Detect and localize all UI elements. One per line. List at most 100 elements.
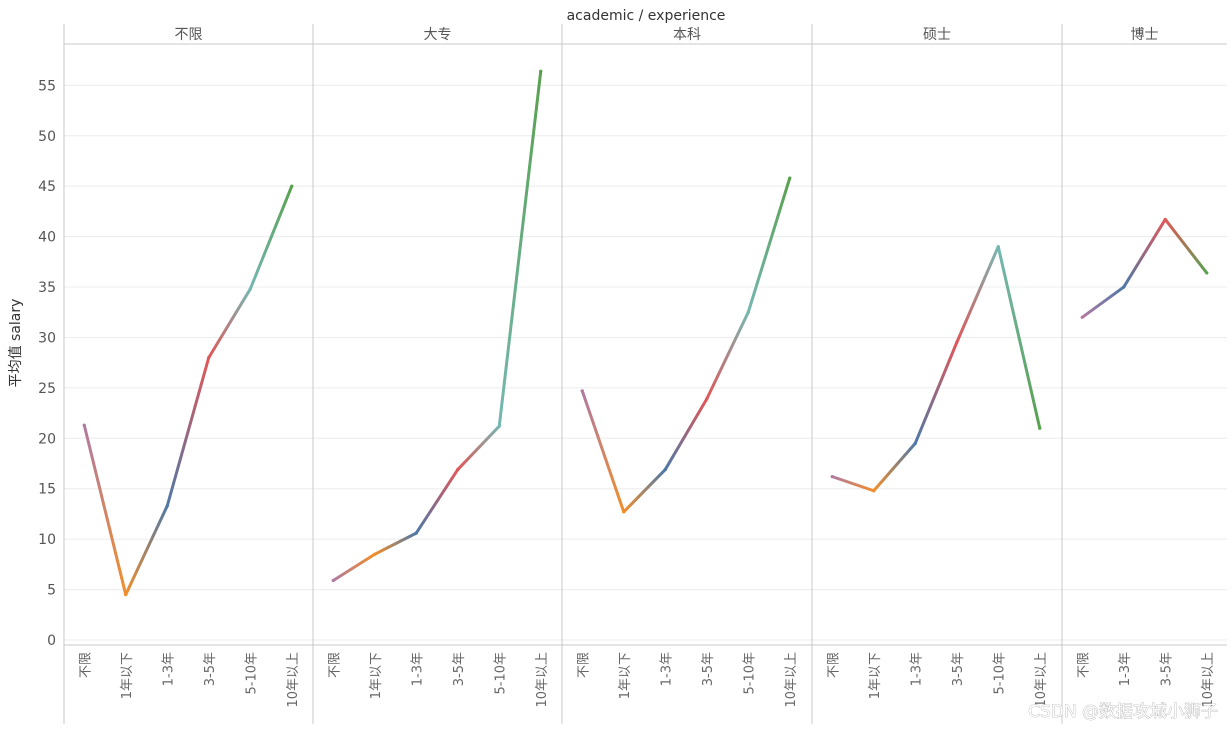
x-tick-label: 不限: [78, 652, 93, 678]
data-point[interactable]: [996, 245, 1000, 249]
y-tick-label: 45: [38, 179, 56, 195]
data-point[interactable]: [165, 504, 169, 508]
x-tick-label: 1年以下: [120, 652, 135, 699]
x-tick-label: 不限: [1076, 652, 1091, 678]
y-tick-label: 30: [38, 330, 56, 346]
data-point[interactable]: [1080, 315, 1084, 319]
x-tick-label: 10年以上: [286, 652, 301, 708]
y-tick-label: 50: [38, 129, 56, 145]
series-line-segment: [746, 176, 792, 314]
x-tick-label: 10年以上: [1034, 652, 1049, 708]
series-line-segment: [1122, 217, 1167, 289]
data-point[interactable]: [456, 467, 460, 472]
series-line-segment: [207, 287, 252, 360]
data-point[interactable]: [539, 69, 543, 73]
data-point[interactable]: [1163, 217, 1167, 222]
series-line-segment: [1080, 285, 1126, 319]
data-point[interactable]: [124, 593, 128, 597]
panel-title: 不限: [175, 27, 203, 43]
x-tick-label: 5-10年: [992, 652, 1007, 695]
gridlines: [64, 84, 1227, 641]
data-point[interactable]: [248, 287, 252, 291]
series-line-segment: [580, 389, 626, 514]
y-axis-ticks: 0 5 10 15 20 25 30 35 40 45 50 55: [38, 78, 56, 649]
x-tick-label: 1-3年: [410, 652, 425, 686]
y-tick-label: 35: [38, 280, 56, 296]
x-tick-label: 10年以上: [1201, 652, 1216, 708]
y-tick-label: 20: [38, 431, 56, 447]
series-line-segment: [165, 356, 211, 508]
x-tick-label: 5-10年: [493, 652, 508, 695]
data-point[interactable]: [830, 475, 834, 479]
y-tick-label: 10: [38, 532, 56, 548]
x-tick-label: 3-5年: [701, 652, 716, 686]
x-tick-label: 3-5年: [203, 652, 218, 686]
x-tick-label: 1-3年: [161, 652, 176, 686]
x-tick-label: 1年以下: [868, 652, 883, 699]
data-point[interactable]: [414, 531, 418, 535]
x-tick-label: 5-10年: [244, 652, 259, 695]
data-point[interactable]: [622, 510, 626, 514]
data-point[interactable]: [913, 441, 917, 445]
series-line-segment: [663, 397, 709, 472]
data-point[interactable]: [872, 489, 876, 493]
data-point[interactable]: [746, 310, 750, 314]
series-line-segment: [705, 310, 750, 401]
x-tick-label: 10年以上: [535, 652, 550, 708]
panel-title: 博士: [1131, 26, 1159, 43]
series-line-segment: [955, 245, 1000, 344]
data-point[interactable]: [1205, 271, 1209, 275]
panel-title: 本科: [673, 27, 701, 43]
data-point[interactable]: [1038, 426, 1042, 430]
series-line-segment: [456, 424, 501, 472]
y-tick-label: 55: [38, 78, 56, 94]
series-line-segment: [248, 184, 294, 291]
series-line-segment: [996, 245, 1042, 430]
y-axis-label: 平均值 salary: [8, 299, 24, 388]
x-tick-label: 不限: [576, 652, 591, 678]
data-point[interactable]: [788, 176, 792, 180]
x-tick-label: 10年以上: [784, 652, 799, 708]
x-tick-label: 3-5年: [1159, 652, 1174, 686]
x-tick-label: 3-5年: [452, 652, 467, 686]
x-tick-label: 不限: [826, 652, 841, 678]
x-tick-label: 1年以下: [369, 652, 384, 699]
x-tick-label: 1年以下: [618, 652, 633, 699]
series-line-segment: [331, 552, 377, 582]
panel-title: 硕士: [923, 27, 951, 43]
data-point[interactable]: [82, 423, 86, 427]
data-point[interactable]: [580, 389, 584, 393]
data-point[interactable]: [705, 397, 709, 401]
data-point[interactable]: [331, 578, 335, 583]
series-line-segment: [497, 69, 543, 428]
data-point[interactable]: [663, 467, 667, 472]
x-tick-label: 5-10年: [742, 652, 757, 695]
panel-frames: [63, 24, 1227, 724]
x-tick-label: 1-3年: [909, 652, 924, 686]
series-line-segment: [913, 341, 959, 445]
series-line-segment: [82, 423, 128, 597]
panel-title: 大专: [424, 27, 452, 43]
chart-title: academic / experience: [567, 8, 726, 24]
x-tick-label: 3-5年: [951, 652, 966, 686]
x-tick-label: 1-3年: [1118, 652, 1133, 686]
series-line-segment: [373, 531, 418, 556]
data-point[interactable]: [290, 184, 294, 188]
y-tick-label: 15: [38, 482, 56, 498]
data-point[interactable]: [1122, 285, 1126, 289]
x-tick-label: 1-3年: [659, 652, 674, 686]
data-point[interactable]: [373, 552, 377, 556]
data-point[interactable]: [207, 356, 211, 360]
data-point[interactable]: [955, 340, 959, 345]
y-tick-label: 0: [47, 633, 56, 649]
series-line-segment: [414, 468, 460, 535]
series-line-segment: [830, 475, 876, 493]
data-point[interactable]: [497, 424, 501, 428]
